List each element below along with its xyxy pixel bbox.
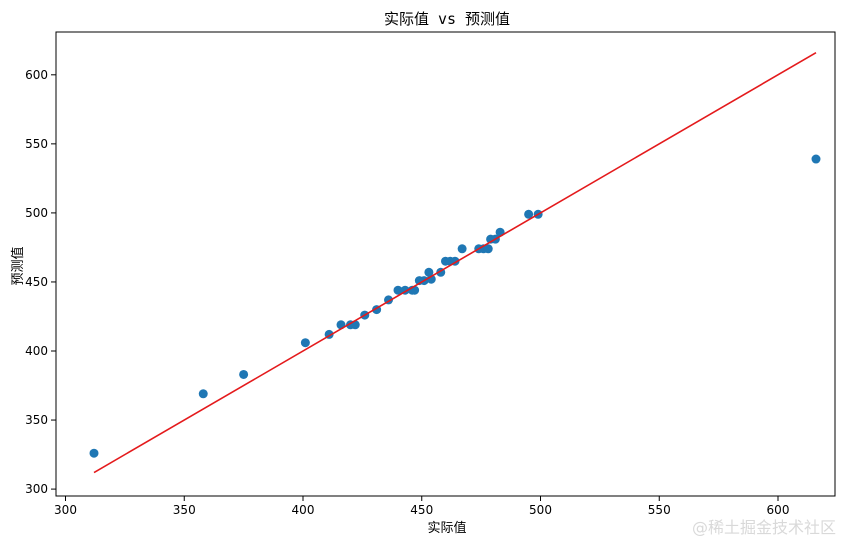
x-tick-label: 550 <box>648 503 671 517</box>
y-tick-label: 400 <box>25 344 48 358</box>
plot-area: 300 350 400 450 500 550 600 300 350 400 450 500 550 6… <box>25 31 836 517</box>
reference-line <box>93 52 817 474</box>
scatter-point <box>89 448 99 458</box>
y-tick-label: 600 <box>25 68 48 82</box>
plot-frame <box>55 31 836 497</box>
y-tick-label: 300 <box>25 482 48 496</box>
y-tick-label: 450 <box>25 275 48 289</box>
y-tick-label: 550 <box>25 137 48 151</box>
y-tick-label: 350 <box>25 413 48 427</box>
scatter-point <box>393 285 403 295</box>
scatter-point <box>424 267 434 277</box>
scatter-point <box>300 338 310 348</box>
x-tick-label: 500 <box>529 503 552 517</box>
x-tick-label: 450 <box>410 503 433 517</box>
scatter-point <box>198 389 208 399</box>
x-tick-label: 600 <box>767 503 790 517</box>
scatter-point <box>457 244 467 254</box>
scatter-point <box>483 244 493 254</box>
x-tick-label: 300 <box>54 503 77 517</box>
watermark: @稀土掘金技术社区 <box>691 518 836 537</box>
x-axis-label: 实际值 <box>427 520 466 536</box>
x-tick-label: 400 <box>292 503 315 517</box>
scatter-point <box>811 154 821 164</box>
y-tick-label: 500 <box>25 206 48 220</box>
x-tick-label: 350 <box>173 503 196 517</box>
scatter-point <box>239 369 249 379</box>
y-axis-label: 预测值 <box>10 246 26 285</box>
chart-title: 实际值 vs 预测值 <box>384 10 510 28</box>
scatter-point <box>524 209 534 219</box>
